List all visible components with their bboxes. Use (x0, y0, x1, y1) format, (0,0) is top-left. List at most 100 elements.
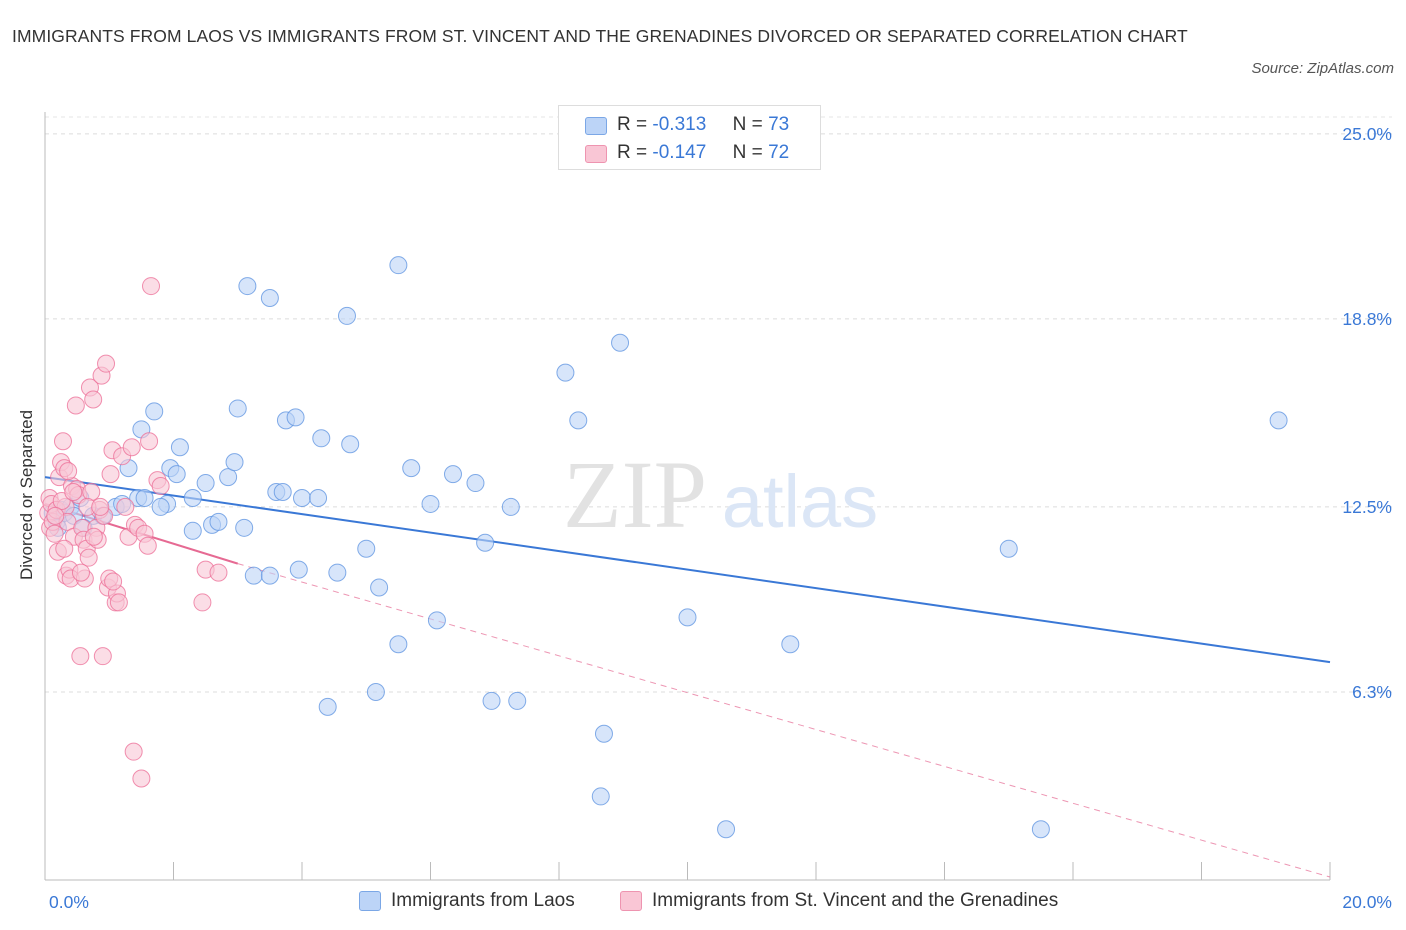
stvincent-point (55, 539, 74, 558)
laos-point (389, 635, 408, 654)
stvincent-point (82, 483, 101, 502)
x-tick-label: 20.0% (1342, 892, 1392, 912)
tick-labels: 6.3% 12.5% 18.8% 25.0% 0.0% 20.0% (49, 124, 1392, 912)
series-label-laos: Immigrants from Laos (391, 890, 575, 911)
laos-point (1031, 820, 1050, 839)
stvincent-point (138, 536, 157, 555)
laos-point (476, 533, 495, 552)
stvincent-point (71, 647, 90, 666)
laos-point (357, 539, 376, 558)
stvincent-trendline (237, 563, 1331, 878)
laos-point (225, 453, 244, 472)
laos-point (999, 539, 1018, 558)
stvincent-point (64, 483, 83, 502)
series-swatch-stvincent (620, 891, 642, 911)
laos-point (145, 402, 164, 421)
laos-point (1269, 411, 1288, 430)
watermark: ZIP atlas (563, 441, 878, 548)
correlation-legend: R = -0.313 N = 73 R = -0.147 N = 72 (558, 105, 821, 170)
stvincent-point (93, 647, 112, 666)
stvincent-point (116, 497, 135, 516)
stvincent-point (46, 506, 65, 525)
stvincent-point (101, 465, 120, 484)
laos-point (228, 399, 247, 418)
grid-lines (45, 116, 1392, 693)
stvincent-point (97, 354, 116, 373)
series-label-stvincent: Immigrants from St. Vincent and the Gren… (652, 890, 1059, 911)
y-tick-label: 6.3% (1352, 682, 1392, 702)
stvincent-point (142, 277, 161, 296)
y-tick-label: 18.8% (1342, 309, 1392, 329)
laos-point (328, 563, 347, 582)
series-swatch-laos (359, 891, 381, 911)
laos-point (170, 438, 189, 457)
laos-point (370, 578, 389, 597)
laos-point (337, 306, 356, 325)
laos-point (167, 465, 186, 484)
laos-point (402, 459, 421, 478)
y-axis-label: Divorced or Separated (17, 409, 36, 581)
legend-n-label: N = (732, 142, 763, 163)
laos-point (219, 468, 238, 487)
stvincent-point (66, 396, 85, 415)
laos-point (196, 474, 215, 493)
stvincent-point (151, 477, 170, 496)
watermark-zip: ZIP (563, 441, 707, 548)
laos-point (569, 411, 588, 430)
legend-r-label: R = (617, 114, 648, 135)
stvincent-point (84, 527, 103, 546)
laos-point (717, 820, 736, 839)
stvincent-point (109, 593, 128, 612)
stvincent-point (45, 524, 64, 543)
laos-point (556, 363, 575, 382)
y-tick-label: 25.0% (1342, 124, 1392, 144)
laos-point (466, 474, 485, 493)
legend-n-value: 72 (768, 142, 790, 163)
laos-point (209, 512, 228, 531)
laos-point (678, 608, 697, 627)
stvincent-point (124, 742, 143, 761)
laos-point (183, 488, 202, 507)
laos-point (135, 488, 154, 507)
stvincent-point (71, 563, 90, 582)
laos-point (309, 488, 328, 507)
laos-point (366, 682, 385, 701)
laos-point (312, 429, 331, 448)
legend-r-value: -0.313 (652, 114, 707, 135)
laos-point (421, 494, 440, 513)
chart-title: IMMIGRANTS FROM LAOS VS IMMIGRANTS FROM … (12, 26, 1188, 46)
laos-point (238, 277, 257, 296)
laos-trendline (44, 476, 1331, 664)
source-label: Source: ZipAtlas.com (1251, 60, 1394, 77)
laos-point (594, 724, 613, 743)
stvincent-point (209, 563, 228, 582)
data-points (39, 256, 1288, 839)
y-tick-label: 12.5% (1342, 497, 1392, 517)
laos-point (427, 611, 446, 630)
laos-point (781, 635, 800, 654)
watermark-atlas: atlas (722, 460, 878, 543)
legend-n-label: N = (732, 114, 763, 135)
laos-point (286, 408, 305, 427)
laos-point (591, 787, 610, 806)
laos-point (482, 691, 501, 710)
stvincent-point (132, 769, 151, 788)
legend-swatch-stvincent (585, 145, 607, 163)
legend-n-value: 73 (768, 114, 790, 135)
laos-point (501, 497, 520, 516)
legend-r-value: -0.147 (652, 142, 707, 163)
x-tick-label: 0.0% (49, 892, 89, 912)
laos-point (235, 518, 254, 537)
laos-point (289, 560, 308, 579)
laos-point (244, 566, 263, 585)
stvincent-point (79, 548, 98, 567)
stvincent-point (53, 432, 72, 451)
laos-point (151, 497, 170, 516)
laos-point (273, 483, 292, 502)
stvincent-point (84, 390, 103, 409)
laos-point (443, 465, 462, 484)
laos-point (389, 256, 408, 275)
stvincent-point (140, 432, 159, 451)
stvincent-point (122, 438, 141, 457)
